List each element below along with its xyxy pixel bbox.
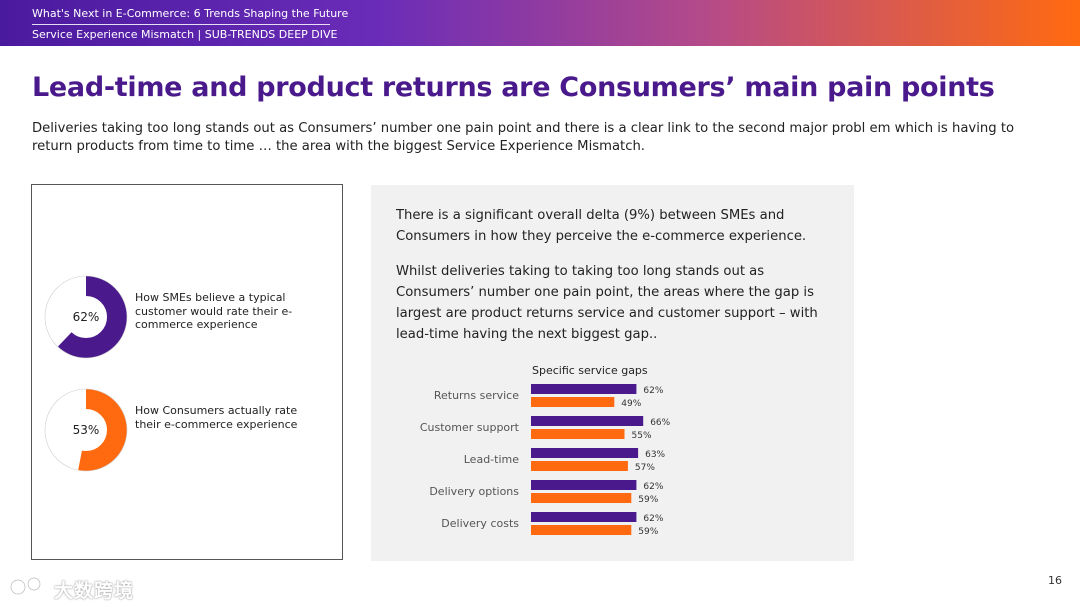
- consumer-rating-donut: 53%: [44, 388, 128, 472]
- sme-bar: [531, 384, 637, 394]
- category-label: Customer support: [420, 421, 520, 434]
- header-divider: [32, 24, 330, 25]
- bar-value-label: 57%: [635, 463, 655, 473]
- bar-value-label: 66%: [650, 418, 670, 428]
- consumer-bar: [531, 397, 615, 407]
- bar-value-label: 55%: [632, 431, 652, 441]
- consumer-bar: [531, 493, 632, 503]
- insight-paragraph-2: Whilst deliveries taking to taking too l…: [396, 264, 818, 342]
- bar-value-label: 49%: [621, 399, 641, 409]
- sme-bar: [531, 512, 637, 522]
- sme-bar: [531, 448, 639, 458]
- header-section-title: Service Experience Mismatch | SUB-TRENDS…: [32, 28, 338, 41]
- consumer-bar: [531, 525, 632, 535]
- category-label: Returns service: [434, 389, 519, 402]
- category-label: Lead-time: [464, 453, 519, 466]
- category-label: Delivery costs: [441, 517, 519, 530]
- sme-rating-donut: 62%: [44, 275, 128, 359]
- sme-bar: [531, 416, 644, 426]
- bar-value-label: 62%: [643, 386, 663, 396]
- page-number: 16: [1048, 574, 1062, 587]
- watermark-text: 大数跨境: [54, 580, 135, 602]
- chart-title: Specific service gaps: [532, 364, 648, 377]
- category-label: Delivery options: [429, 485, 519, 498]
- consumer-bar: [531, 461, 628, 471]
- page-title: Lead-time and product returns are Consum…: [32, 72, 995, 103]
- bar-value-label: 62%: [643, 482, 663, 492]
- bar-value-label: 59%: [638, 527, 658, 537]
- consumer-rating-value: 53%: [72, 423, 100, 437]
- rating-panel: [31, 184, 343, 560]
- consumer-rating-caption: How Consumers actually rate their e-comm…: [135, 404, 298, 431]
- consumer-bar: [531, 429, 625, 439]
- bar-value-label: 62%: [643, 514, 663, 524]
- header-banner: What's Next in E-Commerce: 6 Trends Shap…: [0, 0, 1080, 46]
- bar-value-label: 63%: [645, 450, 665, 460]
- sme-bar: [531, 480, 637, 490]
- watermark-logo: 大数跨境: [8, 572, 148, 602]
- bar-value-label: 59%: [638, 495, 658, 505]
- service-gaps-chart: Returns service 62%49%Customer support 66%…: [420, 384, 671, 537]
- header-report-title: What's Next in E-Commerce: 6 Trends Shap…: [32, 7, 349, 20]
- sme-rating-caption: How SMEs believe a typical customer woul…: [135, 291, 293, 331]
- intro-text: Deliveries taking too long stands out as…: [32, 121, 1015, 154]
- sme-rating-value: 62%: [72, 310, 100, 324]
- insight-paragraph-1: There is a significant overall delta (9%…: [396, 208, 807, 244]
